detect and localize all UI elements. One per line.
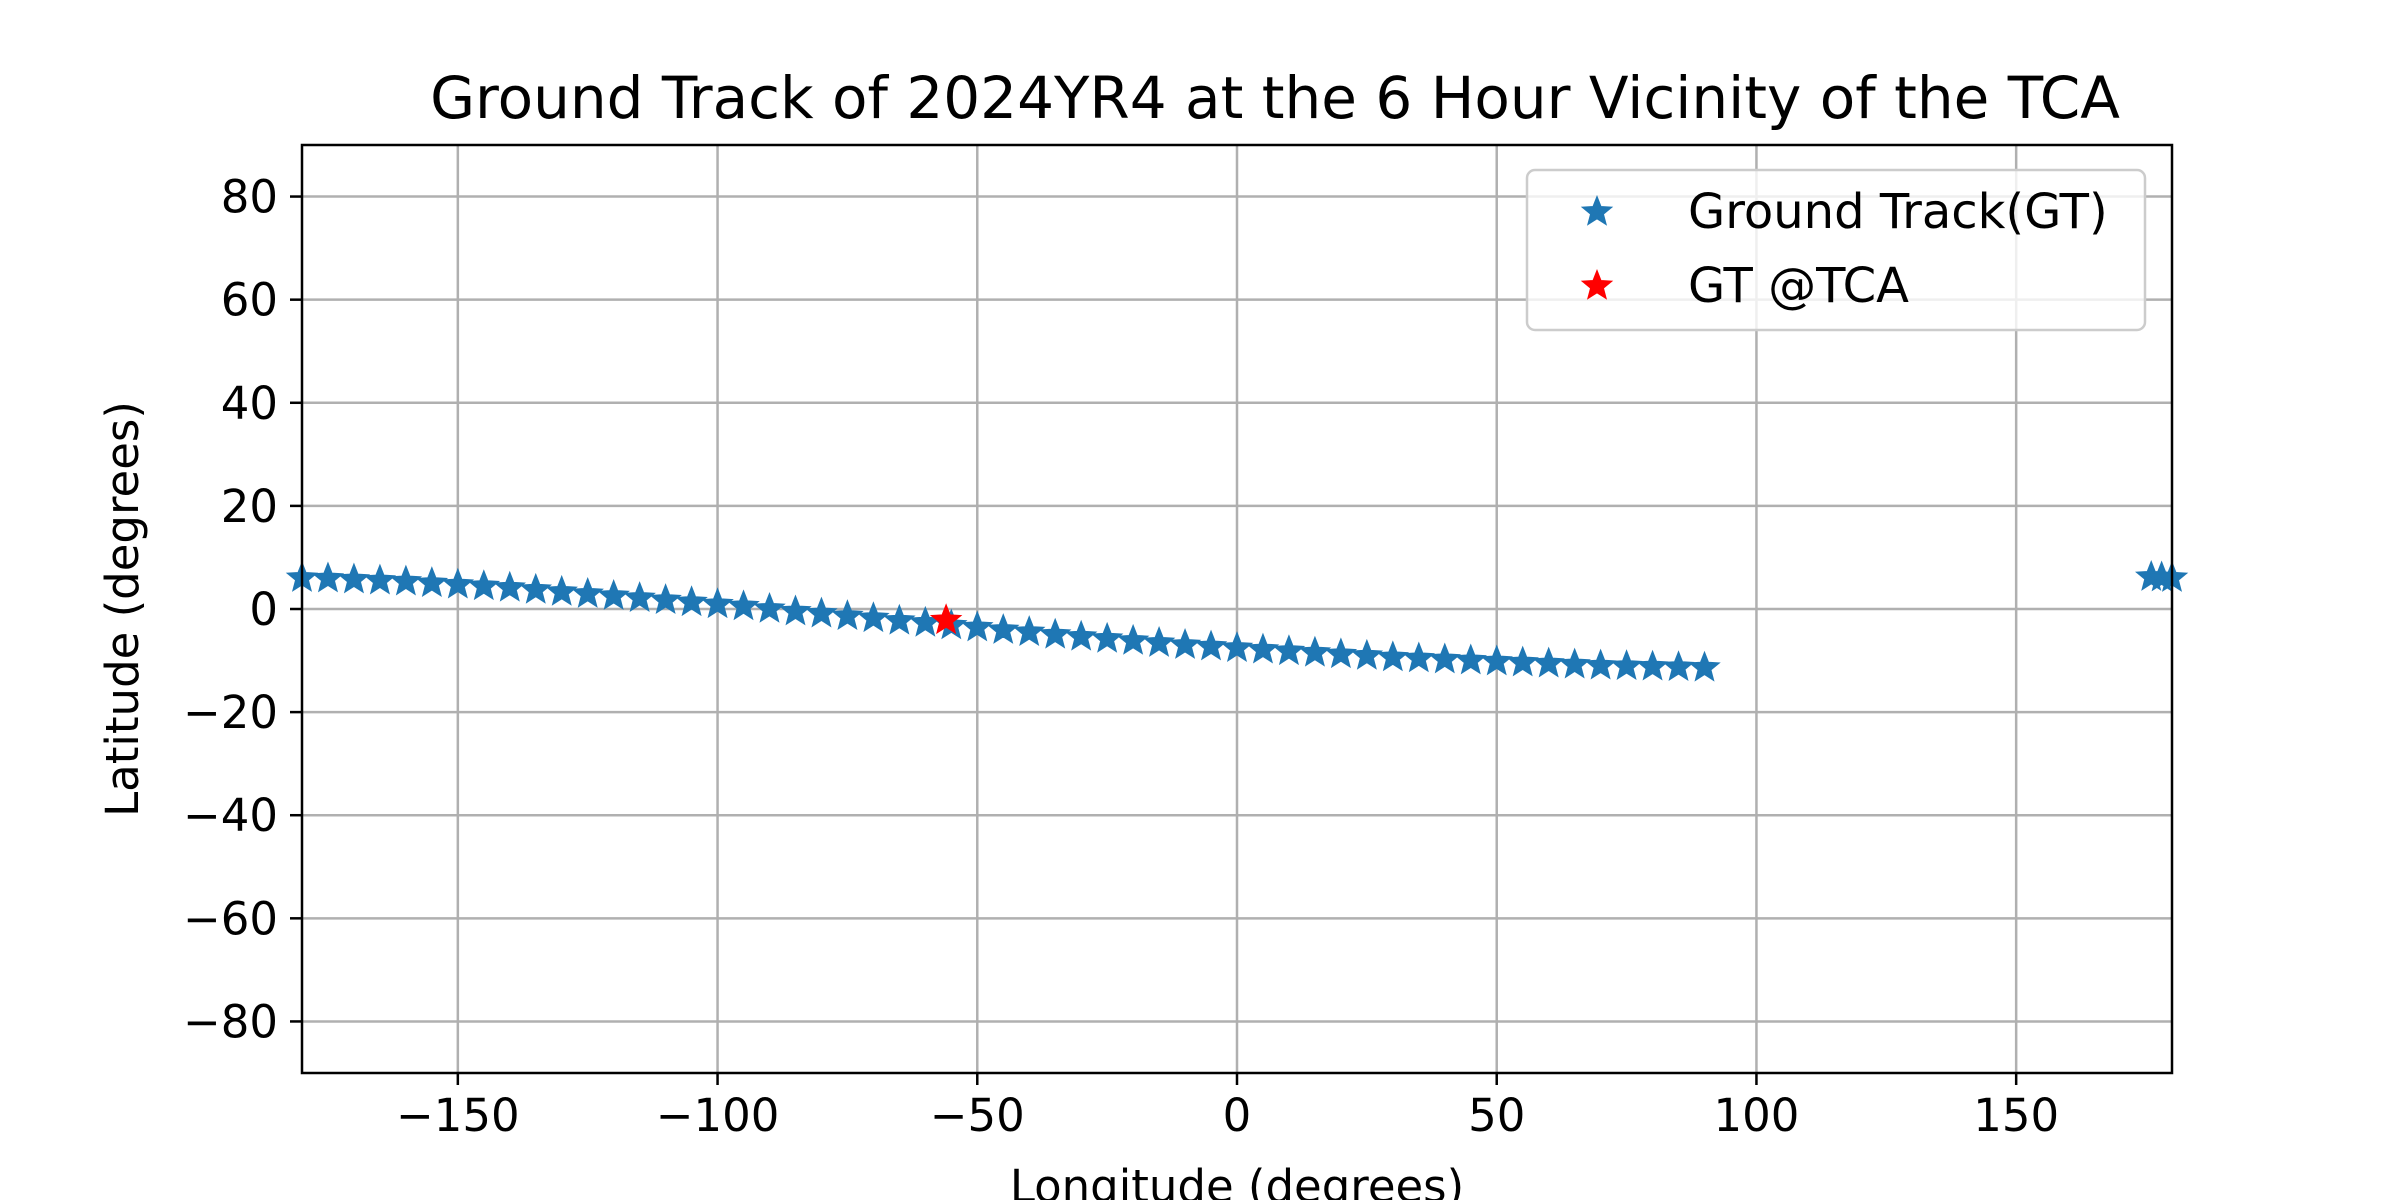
- ground-track-point: [389, 564, 423, 596]
- ground-track-point: [1324, 637, 1358, 669]
- y-tick-label: 80: [221, 171, 278, 224]
- y-axis-label: Latitude (degrees): [96, 401, 149, 817]
- legend-label-ground-track: Ground Track(GT): [1688, 184, 2108, 240]
- gt-tca-point: [929, 603, 963, 635]
- ground-track-point: [1194, 629, 1228, 661]
- ground-track-point: [1064, 619, 1098, 651]
- ground-track-point: [415, 566, 449, 598]
- ground-track-point: [441, 567, 475, 599]
- y-tick-label: −40: [183, 789, 278, 842]
- ground-track-point: [623, 581, 656, 612]
- ground-track-point: [467, 569, 501, 601]
- gt-tca-series: [929, 603, 963, 635]
- ground-track-point: [519, 572, 552, 604]
- legend-star-icon: [1580, 194, 1614, 226]
- ground-track-point: [1168, 628, 1202, 659]
- x-tick-label: 0: [1223, 1089, 1252, 1142]
- ground-track-point: [1506, 645, 1539, 677]
- ground-track-point: [1142, 625, 1176, 657]
- legend-label-gt-tca: GT @TCA: [1688, 258, 1909, 314]
- ground-track-point: [1480, 644, 1513, 676]
- ground-track-point: [961, 610, 994, 642]
- ground-track-point: [857, 601, 890, 633]
- ground-track-point: [1350, 638, 1384, 670]
- x-tick-label: −50: [930, 1089, 1025, 1142]
- ground-track-point: [1038, 617, 1072, 649]
- ground-track-point: [1220, 631, 1254, 662]
- y-tick-label: −20: [183, 686, 278, 739]
- ground-track-point: [1610, 649, 1643, 681]
- ground-track-point: [1246, 632, 1280, 664]
- ground-track-point: [1662, 650, 1695, 682]
- ground-track-point: [883, 603, 916, 635]
- ground-track-point: [779, 594, 812, 626]
- x-tick-label: −100: [656, 1089, 780, 1142]
- ground-track-point: [831, 599, 864, 631]
- ground-track-point: [597, 579, 630, 610]
- ground-track-point: [1428, 642, 1461, 674]
- ground-track-point: [571, 576, 604, 608]
- ground-track-point: [1376, 640, 1410, 672]
- x-tick-label: −150: [396, 1089, 520, 1142]
- y-tick-label: 0: [249, 583, 278, 636]
- ground-track-point: [1013, 615, 1046, 647]
- y-tick-label: 40: [221, 377, 278, 430]
- ground-track-point: [1636, 649, 1669, 681]
- ground-track-point: [727, 589, 760, 621]
- y-tick-label: 20: [221, 480, 278, 533]
- ground-track-point: [1532, 646, 1565, 678]
- y-tick-label: −80: [183, 995, 278, 1048]
- ground-track-series: [285, 559, 2189, 682]
- ground-track-point: [1298, 635, 1332, 667]
- ground-track-point: [675, 585, 708, 617]
- ground-track-point: [1116, 623, 1150, 655]
- ground-track-point: [1090, 621, 1124, 653]
- legend: Ground Track(GT) GT @TCA: [1525, 168, 2147, 332]
- legend-box: [1525, 168, 2147, 332]
- ground-track-point: [649, 583, 682, 615]
- ground-track-point: [545, 574, 578, 606]
- ground-track-point: [1454, 643, 1487, 675]
- x-tick-label: 50: [1468, 1089, 1525, 1142]
- y-tick-label: −60: [183, 892, 278, 945]
- x-axis-label: Longitude (degrees): [1010, 1160, 1464, 1200]
- ground-track-point: [1272, 634, 1306, 666]
- ground-track-point: [363, 563, 397, 595]
- legend-star-icon: [1580, 268, 1614, 300]
- ground-track-point: [311, 561, 345, 593]
- y-tick-label: 60: [221, 274, 278, 327]
- x-tick-label: 150: [1973, 1089, 2059, 1142]
- ground-track-point: [701, 587, 734, 619]
- ground-track-point: [987, 613, 1020, 644]
- ground-track-point: [493, 570, 526, 602]
- ground-track-point: [1402, 641, 1436, 673]
- ground-track-point: [753, 591, 786, 623]
- axis-ticks: −150 −100 −50 0 50 100 150 −80 −60 −40 −20 0 20 40 60 8…: [183, 171, 2059, 1142]
- ground-track-point: [1558, 647, 1591, 679]
- grid-lines: [302, 145, 2172, 1073]
- ground-track-point: [337, 562, 371, 594]
- chart-title: Ground Track of 2024YR4 at the 6 Hour Vi…: [430, 64, 2120, 132]
- ground-track-point: [805, 596, 838, 628]
- x-tick-label: 100: [1713, 1089, 1799, 1142]
- ground-track-point: [1688, 650, 1721, 682]
- plot-area-markers: [285, 559, 2189, 682]
- ground-track-point: [1584, 648, 1617, 680]
